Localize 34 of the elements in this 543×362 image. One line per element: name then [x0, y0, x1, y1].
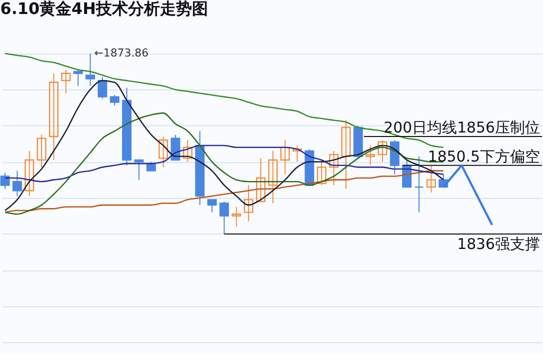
candlestick: [98, 76, 108, 100]
candlestick: [0, 172, 10, 190]
candlestick: [12, 170, 22, 197]
candlestick: [182, 140, 192, 162]
candlestick: [414, 156, 424, 213]
candlestick: [134, 159, 144, 180]
candlestick: [244, 184, 254, 222]
ref-line-label: 1850.5下方偏空: [428, 147, 540, 166]
candlestick: [73, 69, 83, 86]
candlestick: [86, 53, 96, 86]
candlestick: [292, 145, 302, 162]
candlestick: [232, 206, 242, 228]
candlestick: [426, 164, 436, 193]
candlestick: [24, 150, 34, 197]
candlestick: [366, 145, 376, 166]
candlestick: [256, 158, 266, 202]
candlestick: [158, 136, 168, 168]
candlestick: [49, 72, 58, 160]
candlestick: [36, 134, 46, 168]
candlestick: [378, 140, 388, 162]
candlestick: [207, 199, 217, 213]
candlestick: [219, 200, 229, 234]
candlestick: [61, 69, 71, 94]
candlestick: [110, 94, 120, 106]
annotation: ←1873.86: [94, 46, 149, 60]
ref-line-label: 200日均线1856压制位: [384, 118, 540, 137]
ref-line-label: 1836强支撑: [457, 234, 540, 253]
candlestick: [280, 140, 290, 175]
candlestick: [268, 150, 278, 204]
candlestick: [329, 150, 339, 186]
candlestick: [316, 159, 326, 186]
candlestick: [341, 120, 351, 190]
candlestick: [146, 161, 156, 172]
chart-title: 6.10黄金4H技术分析走势图: [0, 0, 208, 18]
